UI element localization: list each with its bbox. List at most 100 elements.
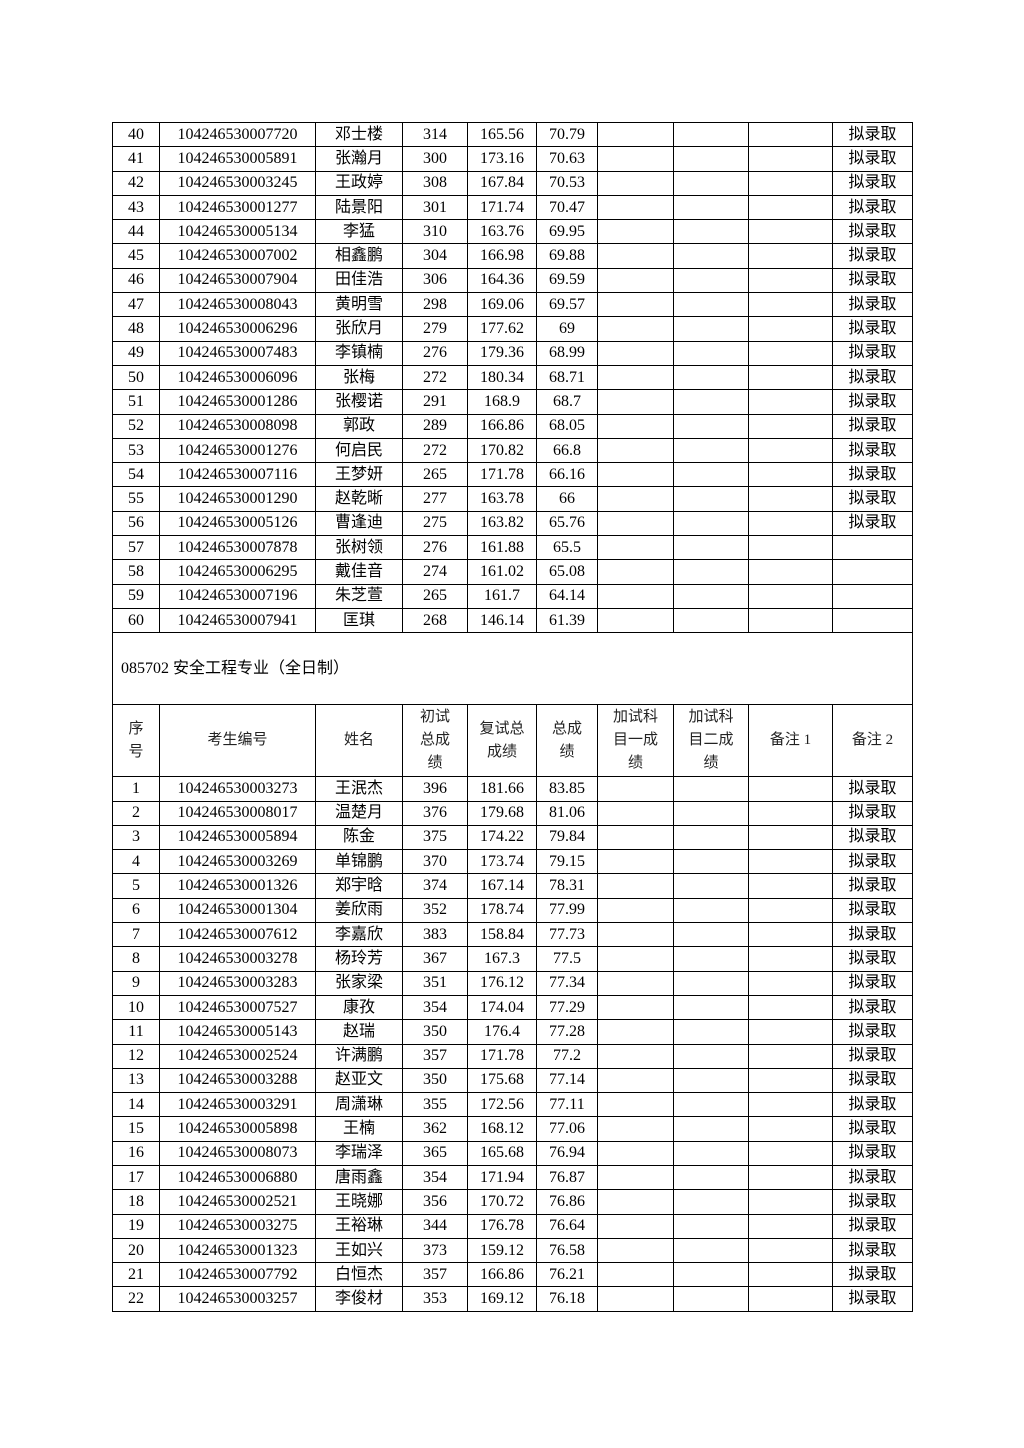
cell-total-score: 81.06 — [536, 800, 598, 826]
cell-exam-id: 104246530003288 — [159, 1067, 316, 1094]
cell-initial-score: 367 — [402, 946, 468, 972]
cell-exam-id: 104246530005898 — [159, 1116, 316, 1142]
table-body-safety-engineering: 1 104246530003273 王泯杰 396 181.66 83.85 拟录取 2 104… — [112, 776, 913, 1312]
cell-seq: 47 — [112, 292, 160, 318]
cell-name: 朱芝萱 — [315, 583, 403, 609]
cell-remark-1 — [748, 194, 833, 221]
table-row: 45 104246530007002 相鑫鹏 304 166.98 69.88 拟录取 — [112, 243, 913, 269]
cell-total-score: 68.05 — [536, 413, 598, 439]
cell-initial-score: 376 — [402, 800, 468, 826]
cell-remark-1 — [748, 364, 833, 391]
cell-exam-id: 104246530003245 — [159, 170, 316, 196]
cell-initial-score: 353 — [402, 1286, 468, 1312]
cell-remark-1 — [748, 776, 833, 802]
cell-extra-2 — [673, 340, 749, 366]
cell-seq: 51 — [112, 389, 160, 415]
cell-remark-2: 拟录取 — [832, 146, 913, 172]
cell-name: 王梦妍 — [315, 462, 403, 488]
table-row: 60 104246530007941 匡琪 268 146.14 61.39 — [112, 607, 913, 634]
cell-total-score: 77.28 — [536, 1019, 598, 1045]
cell-initial-score: 374 — [402, 873, 468, 899]
cell-total-score: 77.11 — [536, 1092, 598, 1118]
cell-exam-id: 104246530007792 — [159, 1262, 316, 1288]
cell-total-score: 77.14 — [536, 1067, 598, 1094]
cell-initial-score: 275 — [402, 510, 468, 537]
cell-retest-score: 178.74 — [467, 897, 537, 924]
cell-seq: 21 — [112, 1262, 160, 1288]
cell-initial-score: 350 — [402, 1019, 468, 1045]
table-row: 54 104246530007116 王梦妍 265 171.78 66.16 拟录取 — [112, 462, 913, 488]
cell-initial-score: 298 — [402, 292, 468, 318]
cell-total-score: 76.58 — [536, 1237, 598, 1264]
table-row: 14 104246530003291 周潇琳 355 172.56 77.11 拟录取 — [112, 1092, 913, 1118]
cell-remark-2: 拟录取 — [832, 1286, 913, 1312]
cell-seq: 60 — [112, 607, 160, 634]
cell-exam-id: 104246530001304 — [159, 897, 316, 924]
cell-exam-id: 104246530003273 — [159, 776, 316, 802]
cell-retest-score: 168.12 — [467, 1116, 537, 1142]
cell-total-score: 65.76 — [536, 510, 598, 537]
cell-name: 相鑫鹏 — [315, 243, 403, 269]
cell-remark-1 — [748, 219, 833, 245]
cell-retest-score: 164.36 — [467, 267, 537, 294]
table-row: 19 104246530003275 王裕琳 344 176.78 76.64 拟录取 — [112, 1213, 913, 1239]
cell-initial-score: 351 — [402, 970, 468, 996]
cell-remark-2 — [832, 535, 913, 561]
table-row: 20 104246530001323 王如兴 373 159.12 76.58 拟录取 — [112, 1237, 913, 1264]
cell-extra-2 — [673, 1262, 749, 1288]
admission-table: 40 104246530007720 邓士楼 314 165.56 70.79 拟录取 41 1… — [112, 121, 913, 1312]
cell-retest-score: 176.78 — [467, 1213, 537, 1239]
cell-seq: 48 — [112, 316, 160, 342]
cell-extra-2 — [673, 824, 749, 851]
cell-exam-id: 104246530002524 — [159, 1043, 316, 1069]
cell-name: 李猛 — [315, 219, 403, 245]
cell-extra-2 — [673, 873, 749, 899]
cell-remark-2: 拟录取 — [832, 121, 913, 148]
cell-retest-score: 163.76 — [467, 219, 537, 245]
cell-remark-1 — [748, 170, 833, 196]
cell-remark-2: 拟录取 — [832, 1213, 913, 1239]
cell-remark-2: 拟录取 — [832, 1092, 913, 1118]
cell-extra-1 — [597, 389, 674, 415]
cell-total-score: 68.71 — [536, 364, 598, 391]
cell-initial-score: 357 — [402, 1262, 468, 1288]
cell-name: 张家梁 — [315, 970, 403, 996]
cell-extra-1 — [597, 146, 674, 172]
cell-extra-2 — [673, 583, 749, 609]
cell-remark-2: 拟录取 — [832, 824, 913, 851]
table-row: 16 104246530008073 李瑞泽 365 165.68 76.94 拟录取 — [112, 1140, 913, 1166]
cell-extra-1 — [597, 776, 674, 802]
cell-exam-id: 104246530007941 — [159, 607, 316, 634]
cell-seq: 16 — [112, 1140, 160, 1166]
cell-remark-2: 拟录取 — [832, 1067, 913, 1094]
cell-initial-score: 308 — [402, 170, 468, 196]
cell-remark-2: 拟录取 — [832, 413, 913, 439]
cell-retest-score: 159.12 — [467, 1237, 537, 1264]
cell-retest-score: 165.56 — [467, 121, 537, 148]
table-row: 8 104246530003278 杨玲芳 367 167.3 77.5 拟录取 — [112, 946, 913, 972]
cell-total-score: 69.59 — [536, 267, 598, 294]
table-row: 4 104246530003269 单锦鹏 370 173.74 79.15 拟录取 — [112, 849, 913, 875]
cell-extra-1 — [597, 1043, 674, 1069]
cell-total-score: 76.18 — [536, 1286, 598, 1312]
cell-extra-2 — [673, 510, 749, 537]
table-row: 52 104246530008098 郭政 289 166.86 68.05 拟录取 — [112, 413, 913, 439]
cell-extra-2 — [673, 1019, 749, 1045]
table-row: 2 104246530008017 温楚月 376 179.68 81.06 拟录取 — [112, 800, 913, 826]
cell-initial-score: 352 — [402, 897, 468, 924]
header-total-score: 总成绩 — [536, 704, 598, 778]
cell-name: 姜欣雨 — [315, 897, 403, 924]
cell-extra-1 — [597, 1189, 674, 1215]
cell-remark-1 — [748, 800, 833, 826]
cell-retest-score: 171.78 — [467, 1043, 537, 1069]
header-retest-score: 复试总成绩 — [467, 704, 537, 778]
cell-retest-score: 161.88 — [467, 535, 537, 561]
cell-initial-score: 276 — [402, 340, 468, 366]
table-row: 9 104246530003283 张家梁 351 176.12 77.34 拟录取 — [112, 970, 913, 996]
cell-total-score: 69 — [536, 316, 598, 342]
cell-remark-1 — [748, 946, 833, 972]
cell-seq: 14 — [112, 1092, 160, 1118]
cell-name: 匡琪 — [315, 607, 403, 634]
cell-name: 何启民 — [315, 437, 403, 464]
